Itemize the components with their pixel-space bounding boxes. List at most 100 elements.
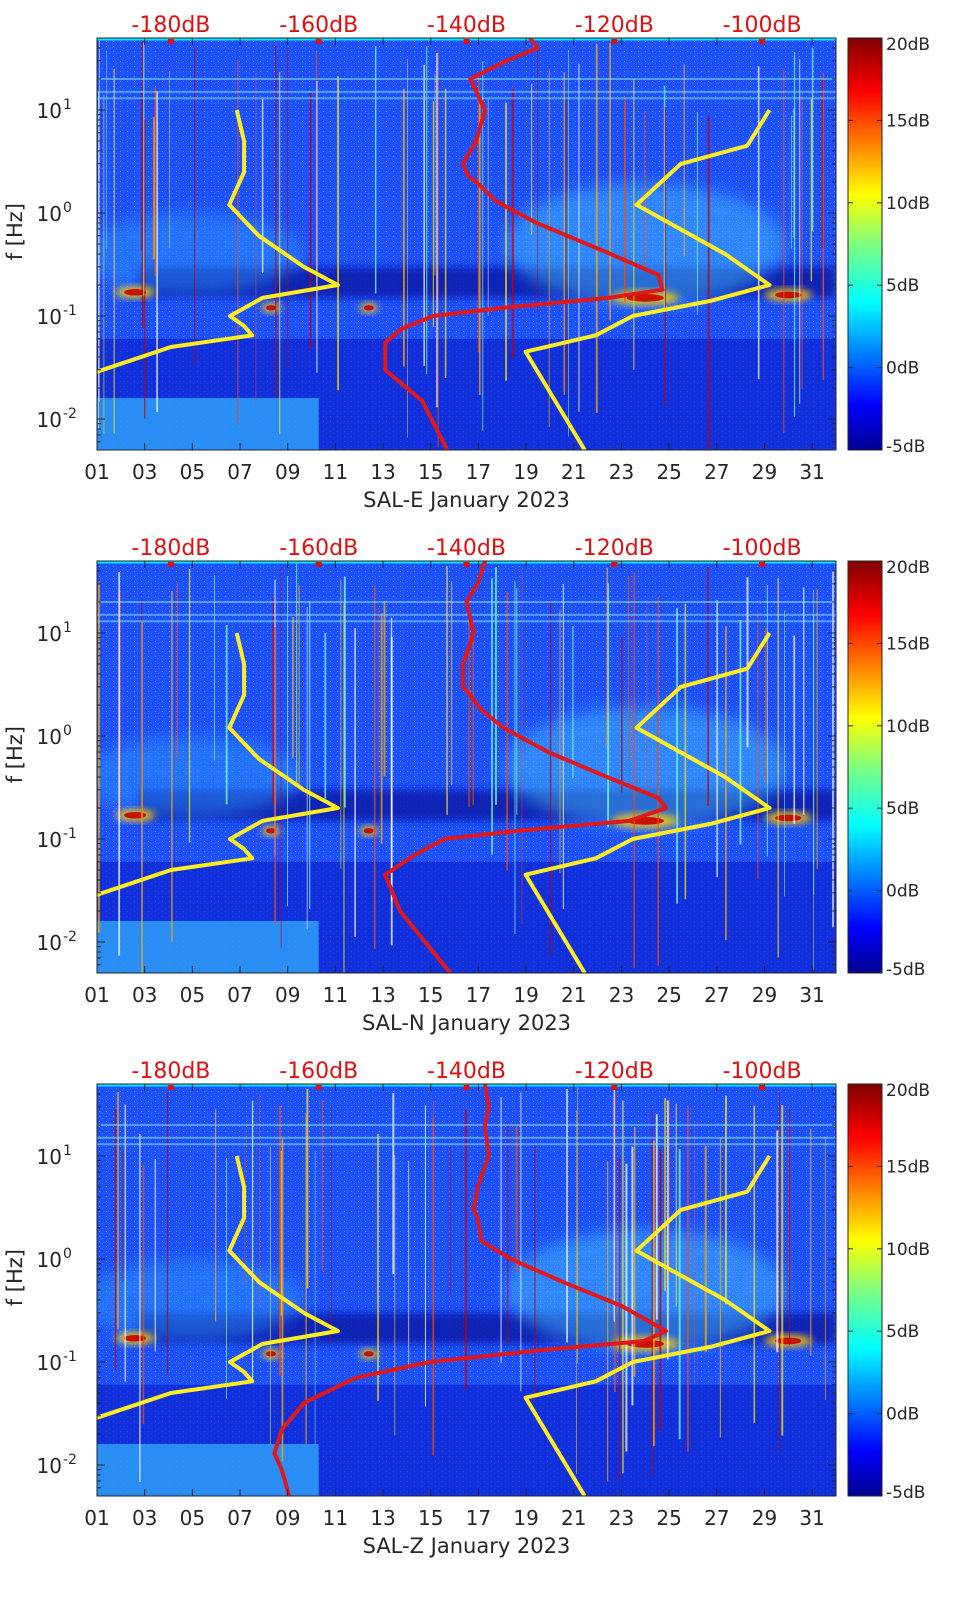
x-tick-label: 29 [752,983,777,1007]
x-tick-label: 13 [370,1506,395,1530]
colorbar-label: 0dB [886,882,919,902]
y-tick-exponent: -1 [63,303,77,319]
colorbar-label: -5dB [886,1483,925,1503]
top-db-label: -120dB [575,536,654,561]
x-tick-label: 15 [418,460,443,484]
top-db-tick [759,562,766,567]
top-db-tick [611,562,618,567]
x-tick-label: 19 [513,460,538,484]
x-tick-label: 29 [752,460,777,484]
top-db-tick [463,1085,470,1090]
x-tick-label: 19 [513,1506,538,1530]
top-db-label: -120dB [575,1059,654,1084]
top-db-tick [463,39,470,44]
y-tick-exponent: 1 [63,1143,72,1159]
heatmap [97,1084,836,1496]
top-db-tick [167,1085,174,1090]
y-tick-exponent: 0 [63,723,72,739]
y-tick-exponent: -1 [63,826,77,842]
colorbar-label: -5dB [886,437,925,457]
x-tick-label: 03 [132,1506,157,1530]
colorbar-label: 10dB [886,717,930,737]
colorbar-label: 20dB [886,1081,930,1101]
x-tick-label: 27 [704,983,729,1007]
top-db-label: -180dB [131,536,210,561]
y-tick-label: 10 [37,99,62,123]
x-tick-label: 07 [227,1506,252,1530]
x-axis-label: SAL-E January 2023 [363,488,570,512]
noise-model-curve [97,1155,340,1420]
top-db-tick [463,562,470,567]
top-db-label: -100dB [723,536,802,561]
colorbar-label: 5dB [886,799,919,819]
x-tick-label: 25 [656,983,681,1007]
top-db-label: -160dB [279,13,358,38]
y-tick-label: 10 [37,725,62,749]
y-axis-label: f [Hz] [3,726,27,783]
colorbar-label: 20dB [886,558,930,578]
y-tick-exponent: 0 [63,200,72,216]
y-tick-exponent: -2 [63,929,77,945]
x-tick-label: 17 [466,983,491,1007]
y-tick-exponent: 1 [63,97,72,113]
x-tick-label: 17 [466,460,491,484]
x-tick-label: 11 [323,983,348,1007]
x-tick-label: 25 [656,460,681,484]
top-db-label: -120dB [575,13,654,38]
colorbar-label: 0dB [886,1405,919,1425]
x-axis-label: SAL-Z January 2023 [363,1534,571,1558]
x-axis-label: SAL-N January 2023 [362,1011,571,1035]
noise-model-curve [97,632,340,897]
noise-model-curve [523,631,772,973]
x-tick-label: 15 [418,1506,443,1530]
top-db-tick [611,39,618,44]
top-db-label: -100dB [723,1059,802,1084]
colorbar: 20dB 15dB 10dB 5dB 0dB -5dB [847,1081,930,1503]
x-tick-label: 29 [752,1506,777,1530]
x-tick-label: 17 [466,1506,491,1530]
x-tick-label: 23 [609,1506,634,1530]
noise-model-curve [272,1084,668,1496]
colorbar-label: 15dB [886,634,930,654]
y-axis-label: f [Hz] [3,1249,27,1306]
y-tick-label: 10 [37,828,62,852]
top-db-label: -140dB [427,536,506,561]
top-db-tick [759,39,766,44]
y-tick-label: 10 [37,305,62,329]
top-db-label: -160dB [279,536,358,561]
colorbar: 20dB 15dB 10dB 5dB 0dB -5dB [847,558,930,980]
x-tick-label: 03 [132,983,157,1007]
x-tick-label: 09 [275,460,300,484]
x-tick-label: 03 [132,460,157,484]
y-tick-exponent: -1 [63,1349,77,1365]
top-db-tick [167,562,174,567]
x-tick-label: 19 [513,983,538,1007]
x-tick-label: 11 [323,1506,348,1530]
y-tick-label: 10 [37,1248,62,1272]
heatmap [97,561,836,973]
y-tick-label: 10 [37,622,62,646]
x-tick-label: 21 [561,1506,586,1530]
top-db-tick [315,1085,322,1090]
colorbar-label: 10dB [886,1240,930,1260]
top-db-label: -140dB [427,1059,506,1084]
colorbar-label: -5dB [886,960,925,980]
x-tick-label: 01 [84,1506,109,1530]
x-tick-label: 05 [180,983,205,1007]
x-tick-label: 05 [180,460,205,484]
y-tick-exponent: 0 [63,1246,72,1262]
y-tick-label: 10 [37,931,62,955]
colorbar-label: 15dB [886,111,930,131]
top-db-tick [611,1085,618,1090]
x-tick-label: 01 [84,460,109,484]
y-tick-label: 10 [37,202,62,226]
x-tick-label: 07 [227,983,252,1007]
heatmap [97,38,836,450]
noise-model-curve [97,109,340,374]
noise-model-curve [383,38,665,450]
x-tick-label: 13 [370,460,395,484]
top-db-label: -180dB [131,13,210,38]
colorbar-label: 5dB [886,276,919,296]
